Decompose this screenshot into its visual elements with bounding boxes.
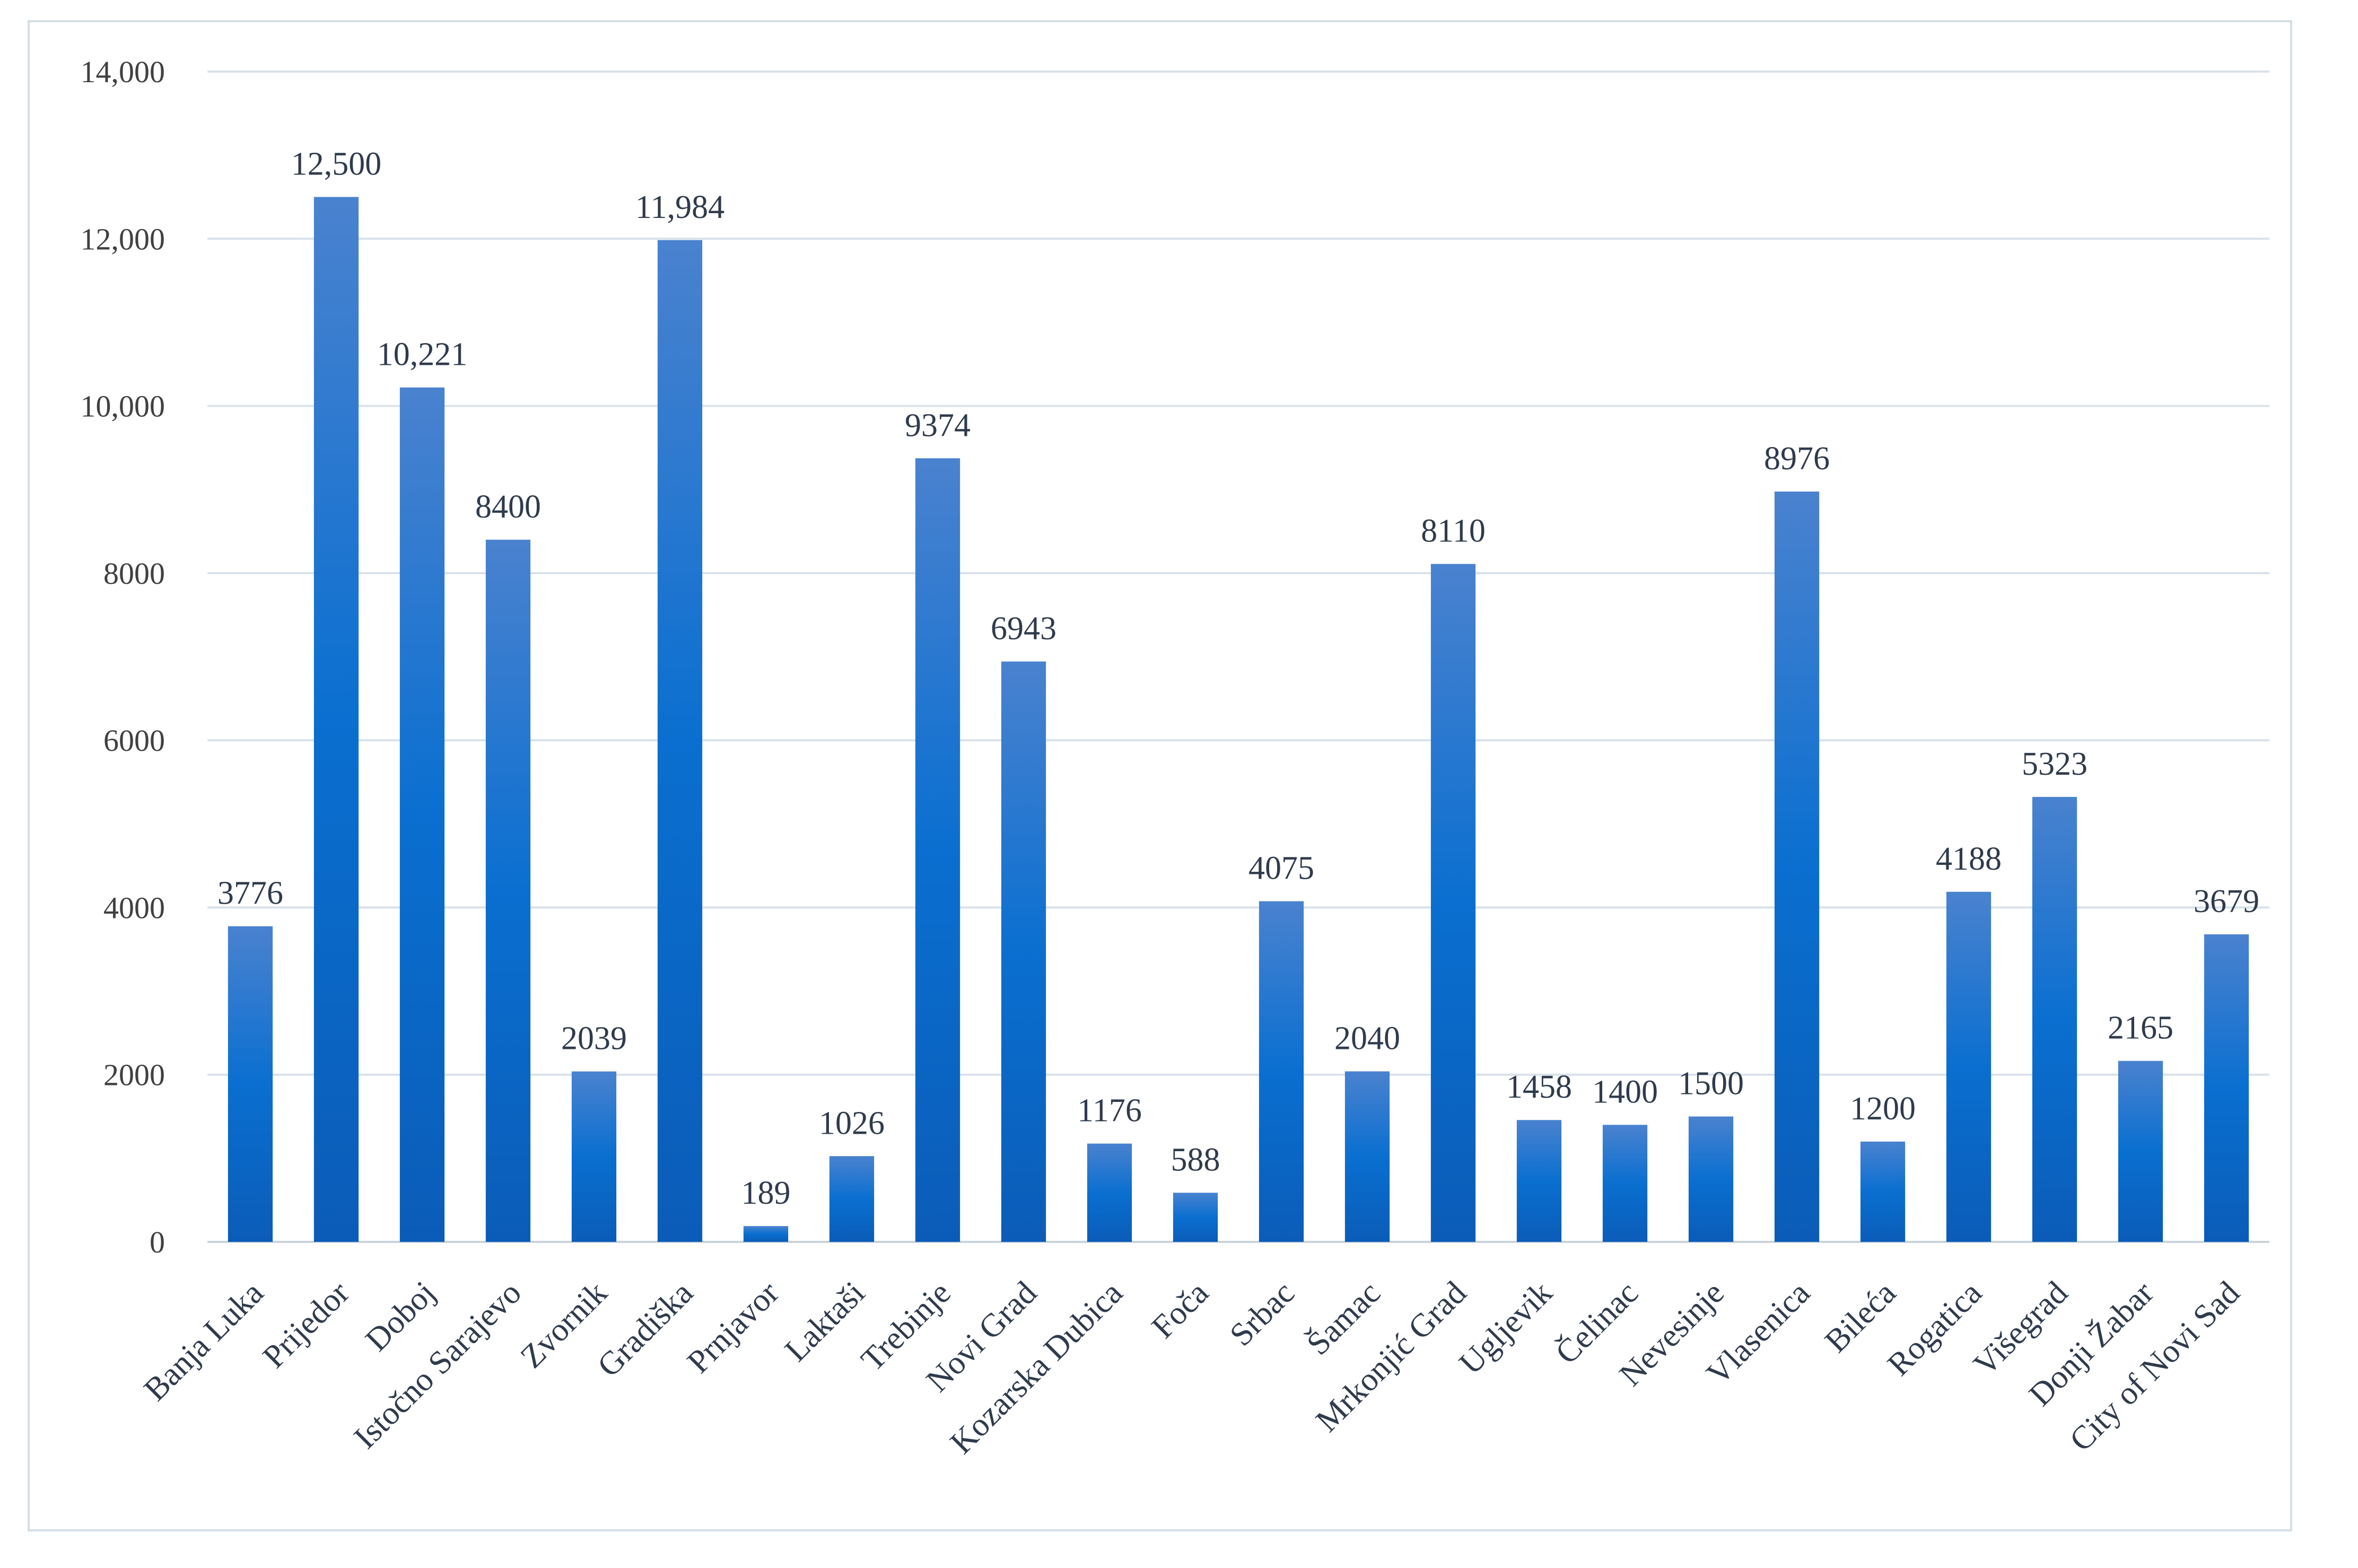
category-label: Doboj bbox=[359, 1275, 442, 1359]
data-label: 189 bbox=[741, 1175, 791, 1211]
data-label: 10,221 bbox=[377, 337, 468, 373]
data-label: 9374 bbox=[905, 407, 971, 443]
y-tick-label: 4000 bbox=[103, 890, 165, 925]
category-label: Srbac bbox=[1223, 1275, 1302, 1353]
data-label: 2039 bbox=[561, 1021, 627, 1057]
data-label: 1458 bbox=[1506, 1069, 1572, 1105]
gridlines bbox=[207, 71, 2269, 1243]
category-label: Gradiška bbox=[591, 1275, 700, 1384]
y-tick-label: 2000 bbox=[103, 1058, 165, 1092]
bar bbox=[313, 197, 359, 1242]
bar bbox=[1946, 891, 1992, 1242]
data-label: 4188 bbox=[1936, 841, 2002, 877]
data-label: 8400 bbox=[475, 489, 541, 525]
bars bbox=[228, 197, 2249, 1242]
data-label: 2165 bbox=[2108, 1010, 2173, 1046]
bar bbox=[829, 1156, 875, 1242]
bar bbox=[2204, 934, 2249, 1242]
data-label: 11,984 bbox=[635, 189, 724, 225]
data-label: 8976 bbox=[1764, 441, 1830, 477]
data-label: 1200 bbox=[1850, 1091, 1916, 1127]
bar bbox=[743, 1226, 789, 1242]
data-label: 3679 bbox=[2194, 883, 2259, 919]
category-label: Banja Luka bbox=[137, 1275, 270, 1408]
data-label: 8110 bbox=[1421, 513, 1486, 549]
data-label: 2040 bbox=[1334, 1020, 1400, 1056]
bar bbox=[228, 926, 273, 1242]
data-label: 4075 bbox=[1248, 851, 1314, 887]
category-label: Prijedor bbox=[256, 1275, 357, 1376]
bar bbox=[1087, 1143, 1132, 1242]
data-labels: 3776 12,500 10,221 8400 2039 11,984 189 1026 937… bbox=[217, 146, 2259, 1211]
bar bbox=[571, 1071, 617, 1242]
bar bbox=[1516, 1120, 1562, 1242]
data-label: 6943 bbox=[991, 610, 1056, 646]
data-label: 5323 bbox=[2022, 746, 2088, 782]
bar bbox=[1774, 491, 1820, 1242]
bar bbox=[399, 387, 445, 1242]
bar bbox=[1602, 1125, 1648, 1242]
y-tick-label: 10,000 bbox=[81, 389, 165, 424]
bar bbox=[657, 240, 703, 1242]
y-tick-label: 8000 bbox=[103, 556, 165, 591]
category-label: Mrkonjić Grad bbox=[1309, 1275, 1473, 1439]
bar bbox=[1173, 1193, 1218, 1242]
bar bbox=[1688, 1116, 1734, 1242]
data-label: 12,500 bbox=[291, 146, 382, 182]
data-label: 1400 bbox=[1592, 1074, 1658, 1110]
category-label: Rogatica bbox=[1881, 1275, 1989, 1383]
category-label: Prnjavor bbox=[680, 1275, 786, 1380]
y-tick-label: 6000 bbox=[103, 723, 165, 758]
bar bbox=[1001, 661, 1046, 1242]
category-label: Bileća bbox=[1818, 1275, 1903, 1360]
y-tick-label: 12,000 bbox=[81, 222, 165, 256]
data-label: 1026 bbox=[819, 1105, 885, 1141]
y-axis-ticks: 0 2000 4000 6000 8000 10,000 12,000 14,000 bbox=[81, 55, 165, 1259]
chart-frame: 0 2000 4000 6000 8000 10,000 12,000 14,000 3776… bbox=[28, 20, 2292, 1531]
data-label: 588 bbox=[1171, 1142, 1220, 1178]
bar bbox=[2032, 796, 2077, 1242]
data-label: 1500 bbox=[1678, 1066, 1744, 1102]
bar bbox=[2118, 1061, 2163, 1242]
category-label: Ugljevik bbox=[1452, 1275, 1559, 1382]
bar bbox=[1259, 901, 1304, 1242]
bar bbox=[485, 539, 531, 1242]
bar bbox=[1344, 1071, 1390, 1242]
y-tick-label: 0 bbox=[150, 1225, 165, 1259]
bar bbox=[1430, 564, 1476, 1242]
data-label: 1176 bbox=[1077, 1093, 1142, 1129]
bar bbox=[915, 458, 960, 1242]
category-label: Foča bbox=[1145, 1275, 1216, 1345]
bar-chart: 0 2000 4000 6000 8000 10,000 12,000 14,000 3776… bbox=[81, 55, 2269, 1461]
bar bbox=[1860, 1141, 1906, 1242]
data-label: 3776 bbox=[217, 875, 283, 912]
y-tick-label: 14,000 bbox=[81, 55, 165, 89]
